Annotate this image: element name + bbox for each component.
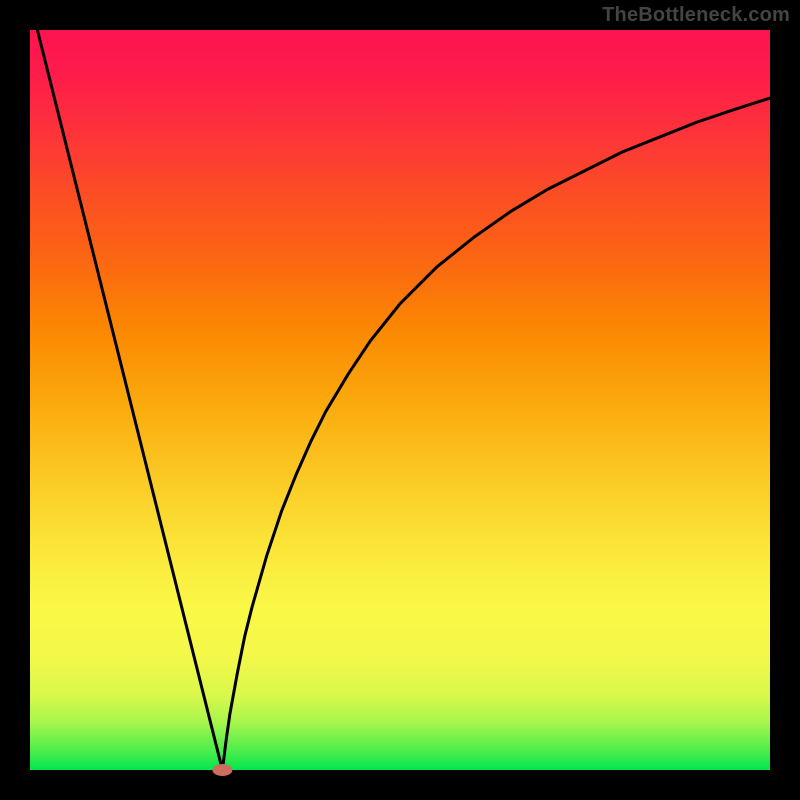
chart-frame: TheBottleneck.com bbox=[0, 0, 800, 800]
minimum-marker bbox=[212, 764, 232, 776]
plot-background bbox=[30, 30, 770, 770]
chart-canvas bbox=[0, 0, 800, 800]
chart-svg bbox=[0, 0, 800, 800]
